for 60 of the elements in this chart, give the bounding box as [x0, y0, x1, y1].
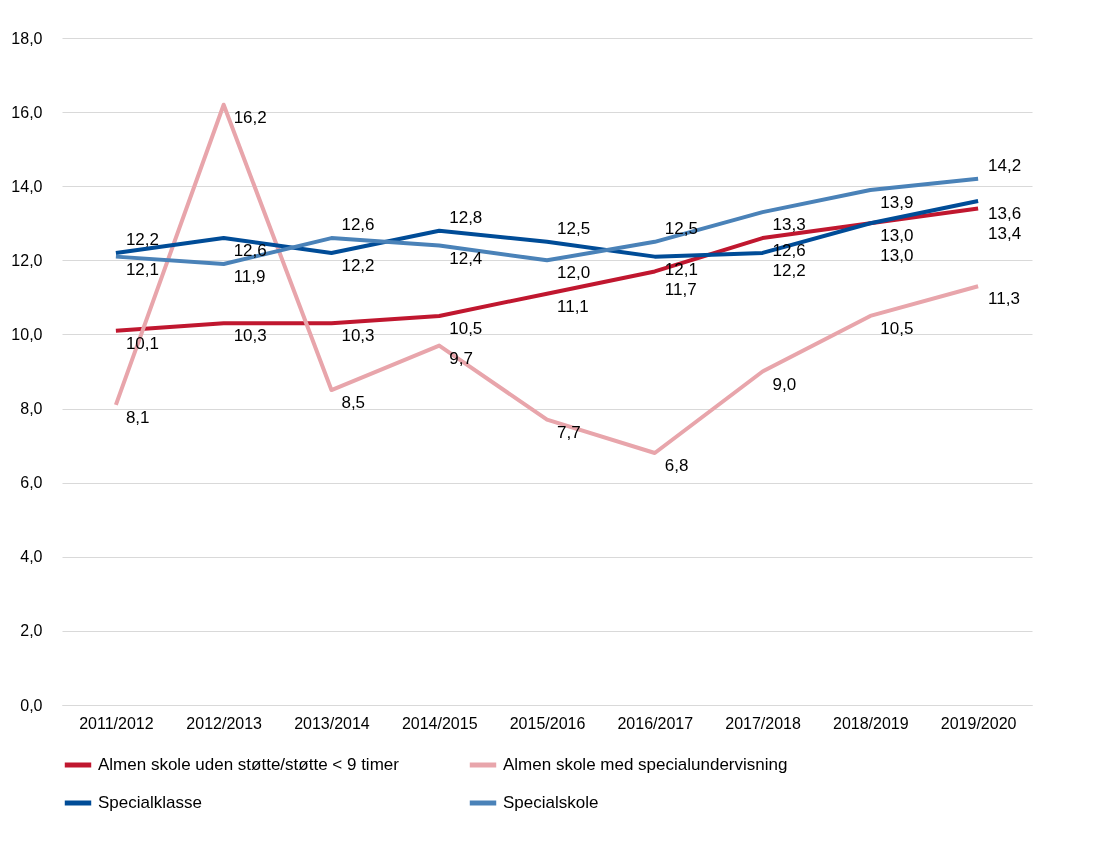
data-label: 6,8 — [664, 456, 689, 476]
data-label: 12,2 — [772, 261, 806, 281]
x-tick-label: 2018/2019 — [833, 714, 909, 732]
data-label: 12,2 — [125, 229, 159, 249]
data-label: 10,1 — [125, 333, 159, 353]
data-label: 13,3 — [772, 215, 806, 235]
y-tick-label: 4,0 — [20, 548, 43, 566]
data-label: 14,2 — [988, 155, 1022, 175]
x-tick-label: 2015/2016 — [509, 714, 586, 732]
data-label: 12,8 — [449, 207, 483, 227]
data-label: 12,1 — [125, 259, 159, 279]
data-label: 12,2 — [341, 255, 375, 275]
x-tick-label: 2017/2018 — [725, 714, 801, 732]
legend-label: Almen skole med specialundervisning — [503, 755, 788, 774]
data-label: 9,7 — [449, 348, 473, 368]
data-label: 10,5 — [880, 318, 914, 338]
y-tick-label: 16,0 — [11, 103, 43, 121]
data-label: 16,2 — [233, 107, 267, 127]
y-tick-label: 8,0 — [20, 400, 43, 418]
x-tick-label: 2014/2015 — [401, 714, 478, 732]
data-label: 11,7 — [664, 279, 697, 299]
data-label: 12,5 — [664, 218, 698, 238]
data-label: 10,3 — [233, 326, 267, 346]
y-tick-label: 0,0 — [20, 696, 43, 714]
legend-label: Almen skole uden støtte/støtte < 9 timer — [98, 755, 400, 774]
data-label: 13,6 — [988, 204, 1022, 224]
data-label: 13,0 — [880, 246, 914, 266]
y-tick-label: 14,0 — [11, 177, 43, 195]
data-label: 12,6 — [341, 215, 375, 235]
data-label: 12,0 — [557, 263, 591, 283]
y-tick-label: 18,0 — [11, 29, 43, 47]
data-label: 7,7 — [557, 422, 581, 442]
data-label: 13,0 — [880, 226, 914, 246]
data-label: 11,1 — [557, 296, 589, 316]
data-label: 9,0 — [772, 374, 797, 394]
line-series — [113, 102, 981, 456]
y-tick-label: 2,0 — [20, 622, 43, 640]
data-label: 13,9 — [880, 192, 914, 212]
data-label: 12,6 — [233, 241, 267, 261]
data-label: 10,3 — [341, 326, 375, 346]
data-label: 8,1 — [125, 407, 150, 427]
data-label: 11,3 — [988, 289, 1020, 309]
data-label: 12,6 — [772, 241, 806, 261]
x-tick-label: 2012/2013 — [186, 714, 263, 732]
data-label: 12,5 — [557, 218, 591, 238]
x-tick-label: 2013/2014 — [294, 714, 370, 732]
x-tick-label: 2016/2017 — [617, 714, 694, 732]
data-label: 12,4 — [449, 248, 483, 268]
y-tick-label: 10,0 — [11, 325, 43, 343]
legend-label: Specialskole — [503, 793, 599, 812]
data-label: 8,5 — [341, 393, 366, 413]
x-tick-label: 2011/2012 — [79, 714, 154, 732]
data-label: 11,9 — [233, 267, 266, 287]
y-tick-label: 12,0 — [11, 251, 43, 269]
legend-label: Specialklasse — [98, 793, 202, 812]
data-label: 13,4 — [988, 224, 1022, 244]
y-tick-label: 6,0 — [20, 474, 43, 492]
data-label: 12,1 — [664, 259, 698, 279]
data-label: 10,5 — [449, 318, 483, 338]
x-tick-label: 2019/2020 — [940, 714, 1017, 732]
